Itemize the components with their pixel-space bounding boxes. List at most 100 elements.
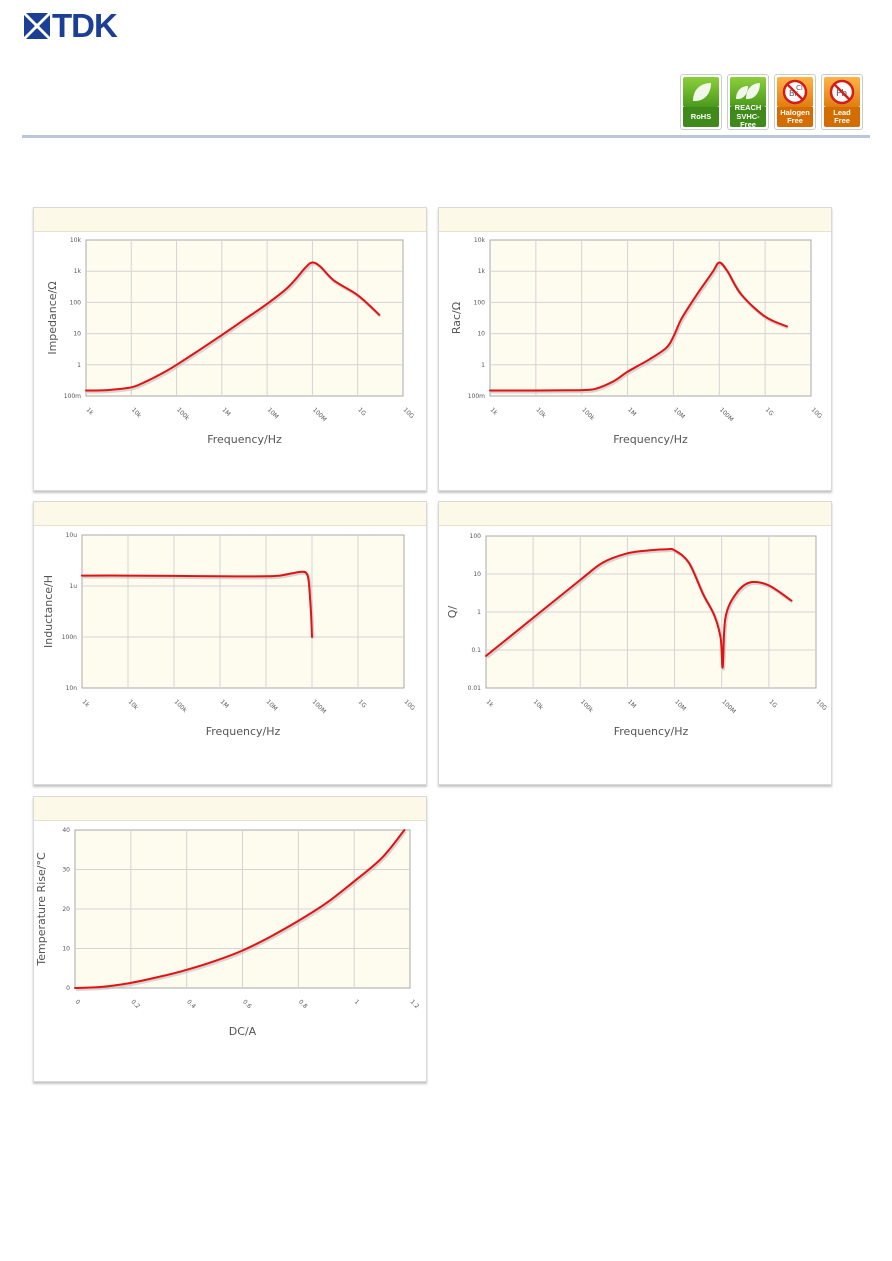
- svg-text:Cl: Cl: [796, 84, 803, 92]
- lead-free-badge: Pb Lead Free: [821, 74, 863, 130]
- x-axis-title: Frequency/Hz: [613, 433, 688, 446]
- x-tick-label-100k: 100k: [580, 406, 596, 422]
- x-tick-label-0-4: 0.4: [185, 998, 197, 1010]
- y-tick-label-1u: 1u: [69, 583, 77, 590]
- y-tick-label-10: 10: [62, 946, 70, 953]
- q-factor-chart: 1k 10k 100k 1M 10M 100M 1G 10G 0.01 0.1 1 10 100 Freq…: [446, 533, 828, 738]
- x-tick-label-0-8: 0.8: [297, 998, 309, 1010]
- y-tick-label-10n: 10n: [66, 685, 78, 692]
- reach-badge: REACH SVHC-Free: [727, 74, 769, 130]
- y-tick-label-100n: 100n: [62, 634, 77, 641]
- leaf-icon: [683, 77, 719, 107]
- series-line-0: [485, 547, 793, 669]
- badge-label: REACH: [734, 103, 762, 113]
- x-tick-label-1g: 1G: [767, 698, 778, 709]
- plot-area: [85, 239, 404, 397]
- chart-panel-q: 1k 10k 100k 1M 10M 100M 1G 10G 0.01 0.1 1 10 100 Freq…: [438, 501, 832, 785]
- y-tick-label-100m: 100m: [468, 393, 485, 400]
- x-tick-label-1-2: 1.2: [409, 998, 421, 1010]
- y-tick-label-0-01: 0.01: [468, 685, 482, 692]
- y-tick-label-10k: 10k: [474, 237, 486, 244]
- y-tick-label-100m: 100m: [64, 393, 81, 400]
- x-tick-label-10g: 10G: [810, 406, 824, 420]
- x-tick-label-100m: 100M: [311, 406, 328, 423]
- x-tick-label-1: 1: [353, 998, 361, 1006]
- y-tick-label-10: 10: [73, 331, 81, 338]
- chart-panel-header: [439, 502, 831, 526]
- impedance-chart: 1k 10k 100k 1M 10M 100M 1G 10G 100m 1 10 100 1k 10k Fr…: [46, 237, 416, 446]
- x-tick-label-1m: 1M: [220, 406, 231, 417]
- chart-panel-header: [34, 797, 426, 821]
- compliance-badges: RoHS REACH SVHC-Free Br Cl Halogen Free Pb …: [680, 74, 870, 130]
- x-tick-label-100k: 100k: [175, 406, 191, 422]
- header-divider: [22, 135, 870, 138]
- tdk-logo-icon: [24, 13, 50, 39]
- x-tick-label-100m: 100M: [311, 698, 328, 715]
- x-tick-label-1k: 1k: [489, 406, 499, 416]
- x-tick-label-1k: 1k: [81, 698, 91, 708]
- y-tick-label-40: 40: [62, 827, 70, 834]
- series-line-0: [81, 570, 313, 638]
- x-axis-title: Frequency/Hz: [614, 725, 689, 738]
- x-tick-label-10k: 10k: [130, 406, 143, 419]
- lead-prohibited-icon: Pb: [824, 77, 860, 107]
- brand-logo-text: TDK: [52, 7, 118, 44]
- x-tick-label-0-2: 0.2: [129, 998, 141, 1010]
- x-tick-label-100k: 100k: [173, 698, 189, 714]
- x-tick-label-1m: 1M: [626, 698, 637, 709]
- x-tick-label-1k: 1k: [85, 406, 95, 416]
- x-tick-label-10m: 10M: [672, 406, 686, 420]
- badge-sublabel: Free: [834, 116, 850, 125]
- chart-panel-header: [34, 502, 426, 526]
- chart-panel-inductance: 1k 10k 100k 1M 10M 100M 1G 10G 10n 100n 1u 10u Frequ…: [33, 501, 427, 785]
- x-tick-label-10m: 10M: [265, 698, 279, 712]
- badge-sublabel: Free: [787, 116, 803, 125]
- series-line-0: [85, 261, 381, 392]
- y-axis-title: Rac/Ω: [450, 302, 463, 334]
- series-line-0: [74, 829, 406, 989]
- leaf-icon: [730, 77, 766, 107]
- y-tick-label-0-1: 0.1: [471, 647, 481, 654]
- temperature-rise-chart: 0 0.2 0.4 0.6 0.8 1 1.2 0 10 20 30 40 DC/A Temperatur…: [35, 827, 421, 1038]
- halogen-free-badge: Br Cl Halogen Free: [774, 74, 816, 130]
- badge-sublabel: SVHC-Free: [736, 111, 760, 130]
- badge-label: Lead: [833, 107, 851, 117]
- y-tick-label-10: 10: [473, 571, 481, 578]
- y-tick-label-1k: 1k: [74, 268, 82, 275]
- y-axis-title: Inductance/H: [42, 575, 55, 648]
- chart-panel-header: [34, 208, 426, 232]
- x-tick-label-10g: 10G: [402, 406, 416, 420]
- x-tick-label-10m: 10M: [266, 406, 280, 420]
- x-axis-title: Frequency/Hz: [207, 433, 282, 446]
- plot-area: [81, 534, 405, 689]
- x-tick-label-100k: 100k: [579, 698, 595, 714]
- x-tick-label-10m: 10M: [673, 698, 687, 712]
- y-tick-label-30: 30: [62, 867, 70, 874]
- x-tick-label-1k: 1k: [485, 698, 495, 708]
- y-axis-title: Impedance/Ω: [46, 281, 59, 354]
- x-tick-label-10k: 10k: [127, 698, 140, 711]
- y-tick-label-10k: 10k: [70, 237, 82, 244]
- halogen-prohibited-icon: Br Cl: [777, 77, 813, 107]
- y-tick-label-0: 0: [66, 985, 70, 992]
- y-tick-label-100: 100: [70, 299, 82, 306]
- rohs-badge: RoHS: [680, 74, 722, 130]
- x-tick-label-0: 0: [74, 998, 82, 1006]
- y-tick-label-100: 100: [470, 533, 482, 540]
- series-line-0: [489, 261, 788, 392]
- x-tick-label-1g: 1G: [357, 698, 368, 709]
- x-axis-title: Frequency/Hz: [206, 725, 281, 738]
- x-tick-label-10g: 10G: [403, 698, 417, 712]
- x-tick-label-100m: 100M: [720, 698, 737, 715]
- y-axis-title: Temperature Rise/°C: [35, 852, 48, 967]
- chart-panel-rac: 1k 10k 100k 1M 10M 100M 1G 10G 100m 1 10 100 1k 10k Fr…: [438, 207, 832, 491]
- chart-panel-header: [439, 208, 831, 232]
- badge-label: Halogen: [780, 107, 810, 117]
- y-tick-label-1: 1: [77, 362, 81, 369]
- chart-panel-temperature-rise: 0 0.2 0.4 0.6 0.8 1 1.2 0 10 20 30 40 DC/A Temperatur…: [33, 796, 427, 1082]
- chart-panel-impedance: 1k 10k 100k 1M 10M 100M 1G 10G 100m 1 10 100 1k 10k Fr…: [33, 207, 427, 491]
- x-tick-label-1m: 1M: [626, 406, 637, 417]
- plot-area: [489, 239, 812, 397]
- inductance-chart: 1k 10k 100k 1M 10M 100M 1G 10G 10n 100n 1u 10u Frequ…: [42, 532, 417, 738]
- y-tick-label-1: 1: [481, 362, 485, 369]
